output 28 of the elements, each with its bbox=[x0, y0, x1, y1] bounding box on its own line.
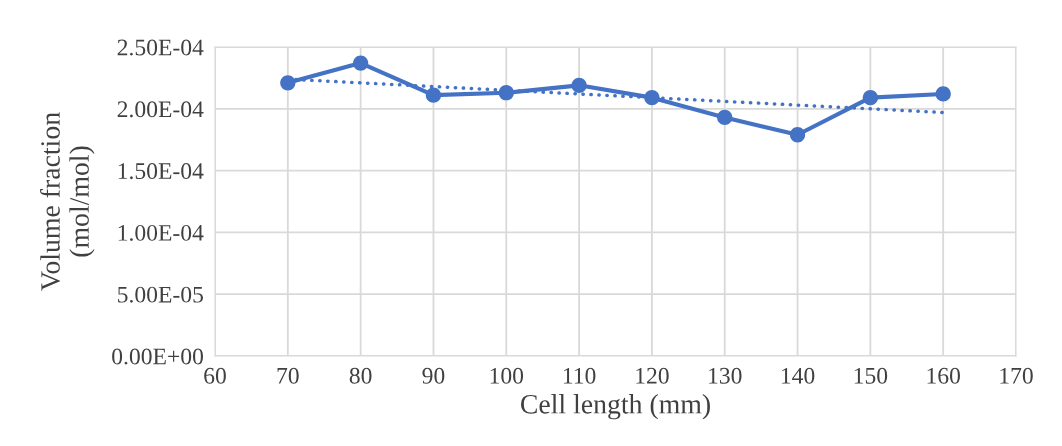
y-tick-label: 2.50E-04 bbox=[117, 39, 204, 56]
x-tick-label: 150 bbox=[854, 367, 888, 384]
point bbox=[862, 90, 878, 106]
y-tick-label: 2.00E-04 bbox=[117, 101, 204, 118]
x-tick-label: 60 bbox=[204, 367, 226, 384]
y-tick-label: 1.50E-04 bbox=[118, 163, 204, 180]
x-tick-label: 110 bbox=[563, 367, 596, 384]
x-tick-label: 80 bbox=[349, 367, 372, 384]
x-tick-label: 120 bbox=[636, 367, 669, 384]
y-tick-label: 1.00E-04 bbox=[118, 224, 204, 241]
x-axis-title: Cell length (mm) bbox=[520, 394, 710, 420]
point bbox=[789, 127, 806, 143]
x-tick-label: 100 bbox=[490, 367, 524, 384]
point bbox=[717, 109, 733, 126]
y-axis-title: Volume fraction (mol/mol) bbox=[40, 112, 95, 291]
x-tick-label: 160 bbox=[927, 367, 960, 384]
x-tick-label: 90 bbox=[422, 367, 445, 384]
point bbox=[280, 75, 296, 91]
y-tick-label: 0.00E+00 bbox=[112, 348, 203, 365]
x-tick-label: 170 bbox=[1000, 367, 1033, 384]
point bbox=[353, 55, 369, 71]
point bbox=[571, 77, 587, 93]
y-tick-label: 5.00E-05 bbox=[118, 286, 203, 303]
x-tick-label: 70 bbox=[277, 367, 299, 384]
point bbox=[935, 86, 951, 102]
x-tick-label: 130 bbox=[709, 367, 742, 384]
point bbox=[425, 87, 442, 103]
x-tick-label: 140 bbox=[781, 367, 815, 384]
